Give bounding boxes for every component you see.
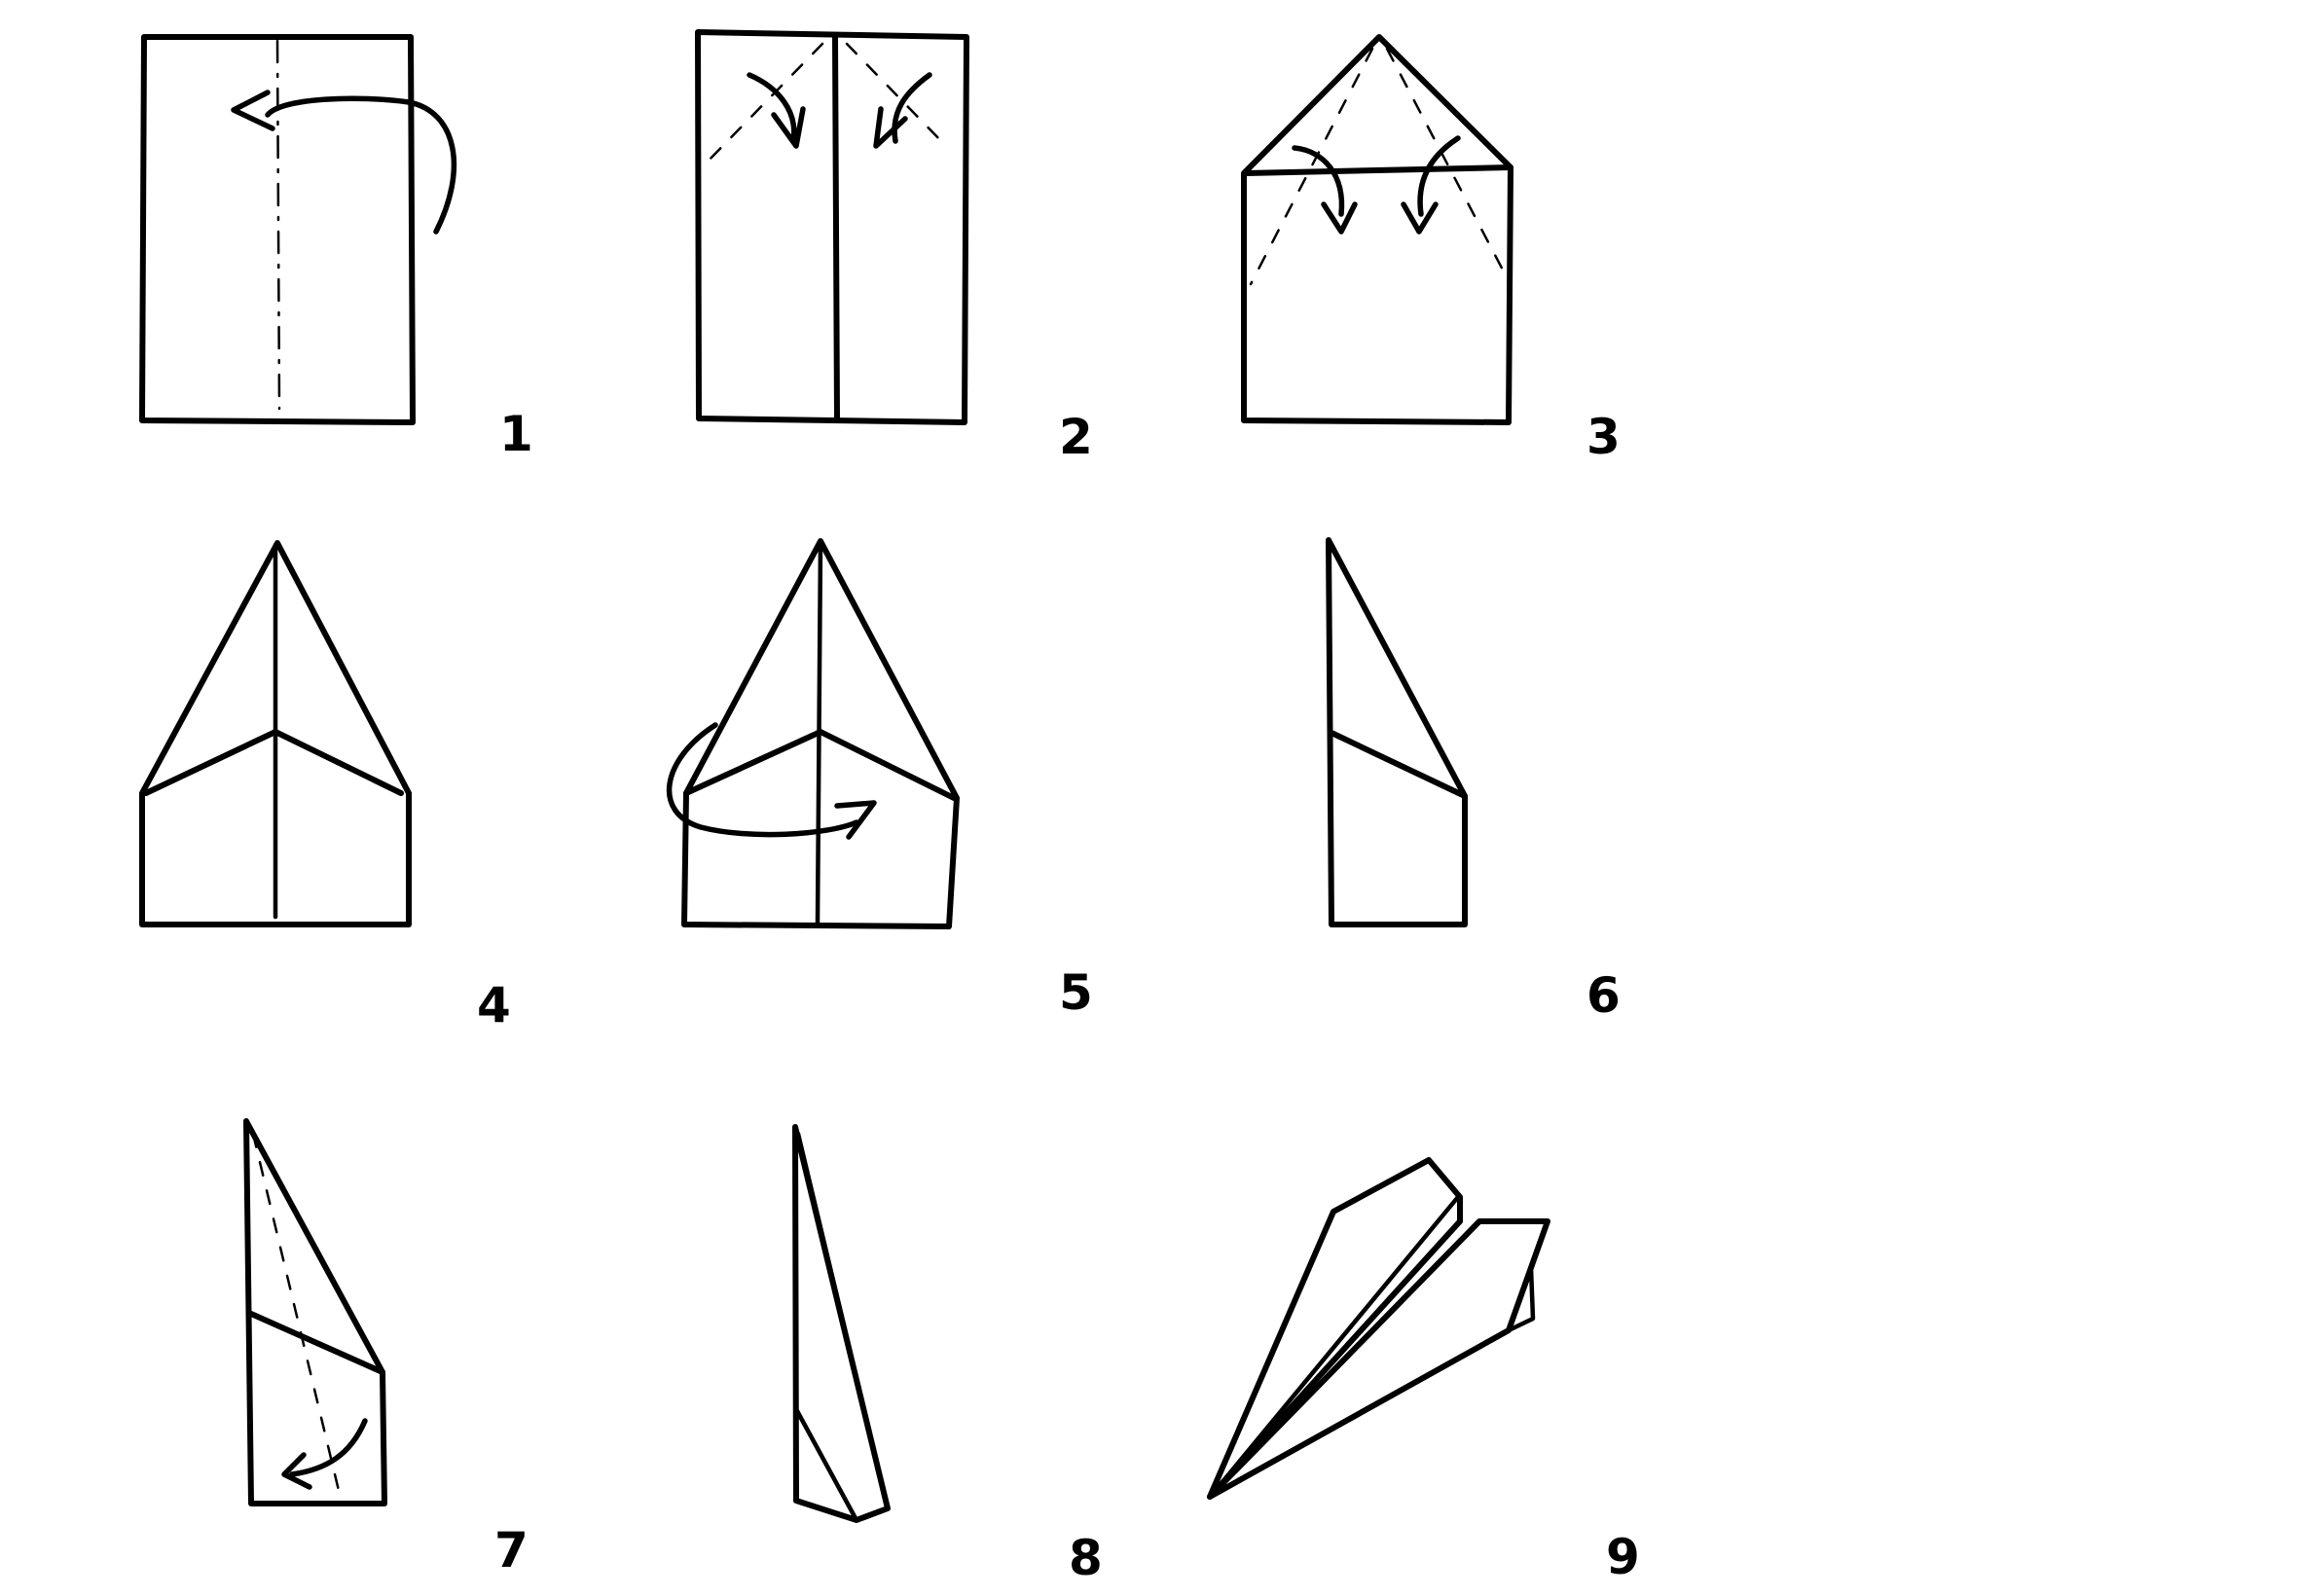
step-number: 4 [477, 977, 511, 1034]
arrowhead-right-icon [1401, 201, 1439, 235]
arrowhead-icon [281, 1452, 312, 1490]
step-8: 8 [792, 1124, 1103, 1586]
fold-edge-right [273, 729, 404, 796]
diagonal-fold-line-right [845, 42, 946, 146]
fold-arrow-icon [265, 95, 457, 235]
fold-arrow-right-icon [892, 72, 932, 144]
center-fold-line [275, 39, 281, 411]
step-1: 1 [139, 34, 533, 462]
step-number: 5 [1059, 964, 1093, 1021]
step-number: 6 [1586, 967, 1621, 1024]
step-4: 4 [139, 540, 511, 1034]
fold-edge [1243, 164, 1513, 176]
step-number: 3 [1586, 409, 1621, 465]
step-9: 9 [1207, 1157, 1640, 1585]
airplane-wing-top [1207, 1157, 1463, 1500]
diagonal-fold-line-left [1249, 47, 1374, 286]
fold-arrow-right-icon [1417, 135, 1461, 217]
center-crease [832, 34, 840, 421]
diagonal-fold-line-left [704, 42, 824, 165]
step-number: 7 [494, 1522, 529, 1578]
fold-edge [793, 1406, 859, 1523]
step-number: 8 [1069, 1530, 1103, 1586]
folded-sheet [1241, 34, 1513, 425]
airplane-fuselage-crease [1214, 1194, 1461, 1492]
folded-sheet [139, 540, 412, 927]
folded-sheet [1326, 537, 1468, 927]
paper-sheet [139, 34, 416, 425]
step-2: 2 [695, 29, 1093, 465]
folded-sheet [681, 538, 960, 929]
step-number: 2 [1059, 409, 1093, 465]
arrowhead-icon [834, 800, 877, 840]
step-number: 9 [1606, 1529, 1640, 1585]
airplane-tail [1506, 1265, 1536, 1333]
airplane-wing-bottom [1207, 1218, 1550, 1500]
step-number: 1 [499, 406, 533, 462]
fold-edge-left [143, 729, 278, 796]
fold-arrow-left-icon [1292, 145, 1345, 217]
inner-fold-line [795, 1131, 891, 1511]
fold-edge [248, 1311, 385, 1375]
step-5: 5 [666, 538, 1093, 1021]
fold-edge [1329, 730, 1468, 799]
diagonal-fold-line-right [1385, 47, 1509, 279]
paper-sheet [695, 29, 969, 425]
folded-sheet [243, 1118, 387, 1506]
fold-arrow-icon [289, 1418, 368, 1477]
fold-arrow-icon [666, 722, 859, 838]
arrowhead-icon [231, 90, 275, 131]
fold-edge-right [818, 729, 957, 801]
step-3: 3 [1241, 34, 1621, 465]
fold-edge-left [683, 729, 823, 796]
arrowhead-right-icon [873, 106, 908, 149]
fold-arrow-left-icon [747, 72, 797, 144]
step-6: 6 [1326, 537, 1621, 1024]
center-crease [815, 540, 823, 925]
step-7: 7 [243, 1118, 529, 1578]
arrowhead-left-icon [771, 106, 806, 149]
fold-guide-line [251, 1132, 343, 1501]
arrowhead-left-icon [1321, 201, 1358, 235]
